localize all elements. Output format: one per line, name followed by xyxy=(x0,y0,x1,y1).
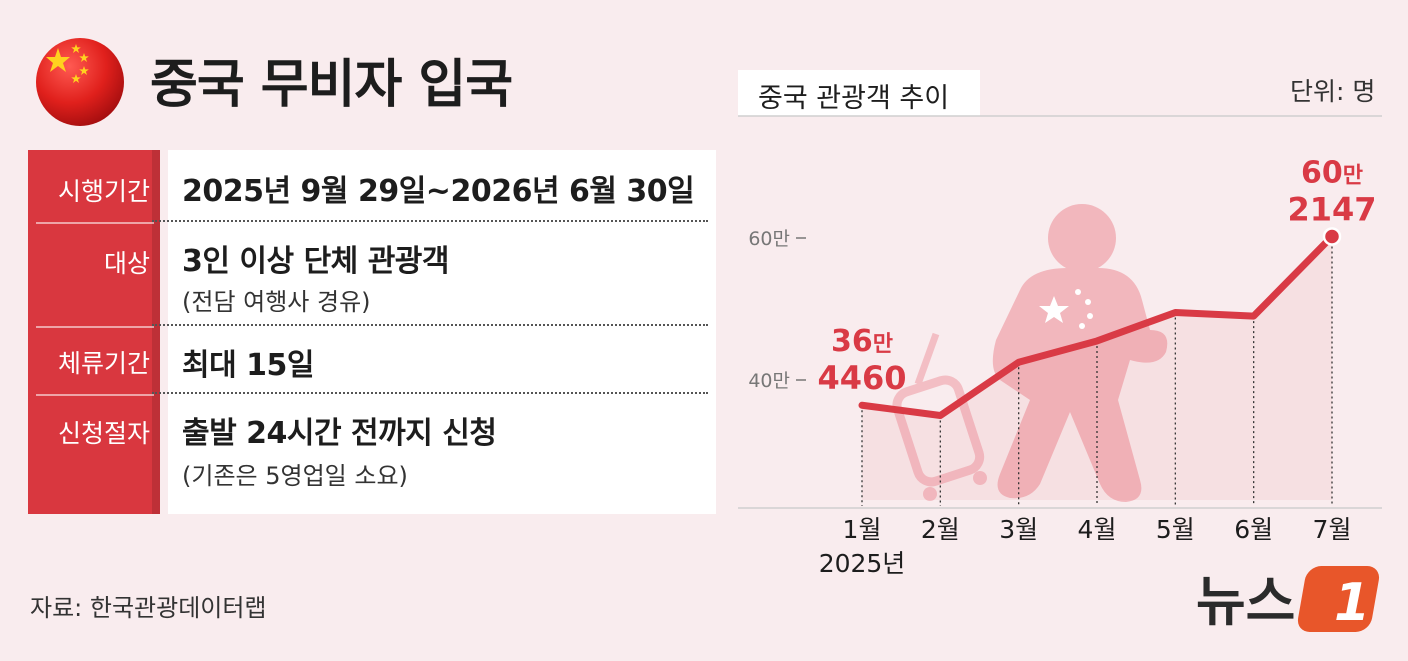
row-value-period: 2025년 9월 29일~2026년 6월 30일 xyxy=(182,174,695,209)
data-label-line2: 4460 xyxy=(817,359,906,397)
chart-title-box xyxy=(738,70,980,116)
row-divider xyxy=(152,220,708,222)
data-label-line1: 60만 xyxy=(1301,155,1363,190)
row-divider xyxy=(152,324,708,326)
china-flag-icon xyxy=(36,38,124,126)
news1-logo: 뉴스 1 xyxy=(1196,566,1380,633)
traveler-illustration-icon xyxy=(892,204,1168,502)
logo-mark-icon xyxy=(1297,566,1380,632)
y-tick-label: 40만 xyxy=(748,370,790,392)
data-label-line2: 2147 xyxy=(1287,190,1376,228)
logo-mark-text: 1 xyxy=(1334,573,1370,633)
x-year-label: 2025년 xyxy=(819,549,906,578)
x-tick-label: 2월 xyxy=(921,515,960,544)
chart-title: 중국 관광객 추이 xyxy=(758,83,950,114)
value-column xyxy=(168,150,716,514)
info-table xyxy=(28,150,716,514)
x-tick-label: 6월 xyxy=(1234,515,1273,544)
label-divider xyxy=(36,394,154,396)
source-credit: 자료: 한국관광데이터랩 xyxy=(30,594,267,622)
data-point-end xyxy=(1322,227,1342,246)
row-sub-procedure: (기존은 5영업일 소요) xyxy=(182,462,408,490)
label-divider xyxy=(36,326,154,328)
row-value-stay: 최대 15일 xyxy=(182,348,315,383)
row-divider xyxy=(152,392,708,394)
row-label-period: 시행기간 xyxy=(57,177,150,206)
row-value-target: 3인 이상 단체 관광객 xyxy=(182,244,450,279)
x-tick-label: 1월 xyxy=(843,515,882,544)
x-tick-label: 5월 xyxy=(1156,515,1195,544)
page-title: 중국 무비자 입국 xyxy=(150,55,513,115)
row-label-target: 대상 xyxy=(103,249,150,278)
label-column xyxy=(28,150,160,514)
row-label-stay: 체류기간 xyxy=(57,349,150,378)
y-tick-label: 60만 xyxy=(748,228,790,250)
x-tick-label: 7월 xyxy=(1313,515,1352,544)
row-value-procedure: 출발 24시간 전까지 신청 xyxy=(182,416,497,451)
chart-unit: 단위: 명 xyxy=(1290,77,1376,106)
row-label-procedure: 신청절자 xyxy=(57,419,150,448)
series-line xyxy=(858,232,1336,419)
chart-area xyxy=(862,236,1332,500)
x-tick-label: 4월 xyxy=(1078,515,1117,544)
x-tick-label: 3월 xyxy=(999,515,1038,544)
data-label-line1: 36만 xyxy=(831,324,893,359)
row-sub-target: (전담 여행사 경유) xyxy=(182,288,371,316)
label-divider xyxy=(36,222,154,224)
logo-text: 뉴스 xyxy=(1196,570,1295,633)
